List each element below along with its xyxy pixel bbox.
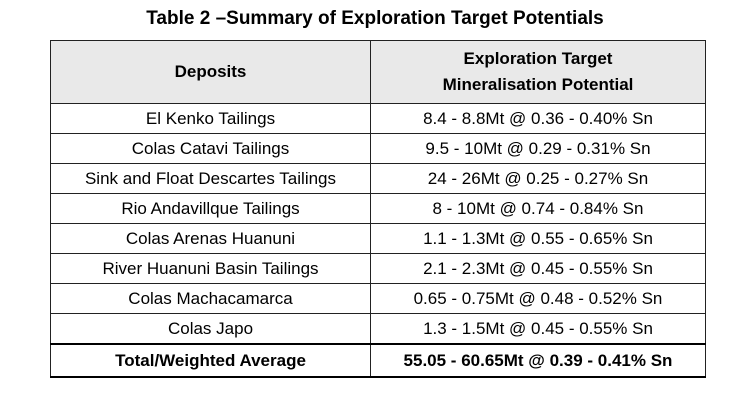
deposit-cell: Colas Arenas Huanuni xyxy=(50,223,371,254)
total-potential-cell: 55.05 - 60.65Mt @ 0.39 - 0.41% Sn xyxy=(370,343,706,378)
deposits-column-header: Deposits xyxy=(50,40,371,104)
table-header-row: Deposits Exploration Target Mineralisati… xyxy=(50,40,706,104)
table-row: Colas Machacamarca 0.65 - 0.75Mt @ 0.48 … xyxy=(50,283,706,314)
table-row: Colas Arenas Huanuni 1.1 - 1.3Mt @ 0.55 … xyxy=(50,223,706,254)
table-title: Table 2 –Summary of Exploration Target P… xyxy=(146,8,604,29)
potential-cell: 0.65 - 0.75Mt @ 0.48 - 0.52% Sn xyxy=(370,283,706,314)
table-row: El Kenko Tailings 8.4 - 8.8Mt @ 0.36 - 0… xyxy=(50,103,706,134)
potential-cell: 9.5 - 10Mt @ 0.29 - 0.31% Sn xyxy=(370,133,706,164)
potential-cell: 8.4 - 8.8Mt @ 0.36 - 0.40% Sn xyxy=(370,103,706,134)
total-label-cell: Total/Weighted Average xyxy=(50,343,371,378)
deposit-cell: Sink and Float Descartes Tailings xyxy=(50,163,371,194)
deposit-cell: Rio Andavillque Tailings xyxy=(50,193,371,224)
potential-cell: 2.1 - 2.3Mt @ 0.45 - 0.55% Sn xyxy=(370,253,706,284)
potential-cell: 24 - 26Mt @ 0.25 - 0.27% Sn xyxy=(370,163,706,194)
potential-column-header: Exploration Target Mineralisation Potent… xyxy=(370,40,706,104)
table-row: Sink and Float Descartes Tailings 24 - 2… xyxy=(50,163,706,194)
total-row: Total/Weighted Average 55.05 - 60.65Mt @… xyxy=(50,343,706,378)
table-row: River Huanuni Basin Tailings 2.1 - 2.3Mt… xyxy=(50,253,706,284)
table-row: Colas Catavi Tailings 9.5 - 10Mt @ 0.29 … xyxy=(50,133,706,164)
exploration-target-table: Deposits Exploration Target Mineralisati… xyxy=(50,40,706,378)
deposit-cell: River Huanuni Basin Tailings xyxy=(50,253,371,284)
deposit-cell: Colas Catavi Tailings xyxy=(50,133,371,164)
deposit-cell: El Kenko Tailings xyxy=(50,103,371,134)
table-row: Colas Japo 1.3 - 1.5Mt @ 0.45 - 0.55% Sn xyxy=(50,313,706,345)
deposit-cell: Colas Japo xyxy=(50,313,371,345)
table-row: Rio Andavillque Tailings 8 - 10Mt @ 0.74… xyxy=(50,193,706,224)
potential-cell: 1.3 - 1.5Mt @ 0.45 - 0.55% Sn xyxy=(370,313,706,345)
potential-header-line-1: Exploration Target xyxy=(463,49,613,68)
potential-cell: 8 - 10Mt @ 0.74 - 0.84% Sn xyxy=(370,193,706,224)
deposit-cell: Colas Machacamarca xyxy=(50,283,371,314)
potential-header-line-2: Mineralisation Potential xyxy=(442,75,634,94)
potential-cell: 1.1 - 1.3Mt @ 0.55 - 0.65% Sn xyxy=(370,223,706,254)
